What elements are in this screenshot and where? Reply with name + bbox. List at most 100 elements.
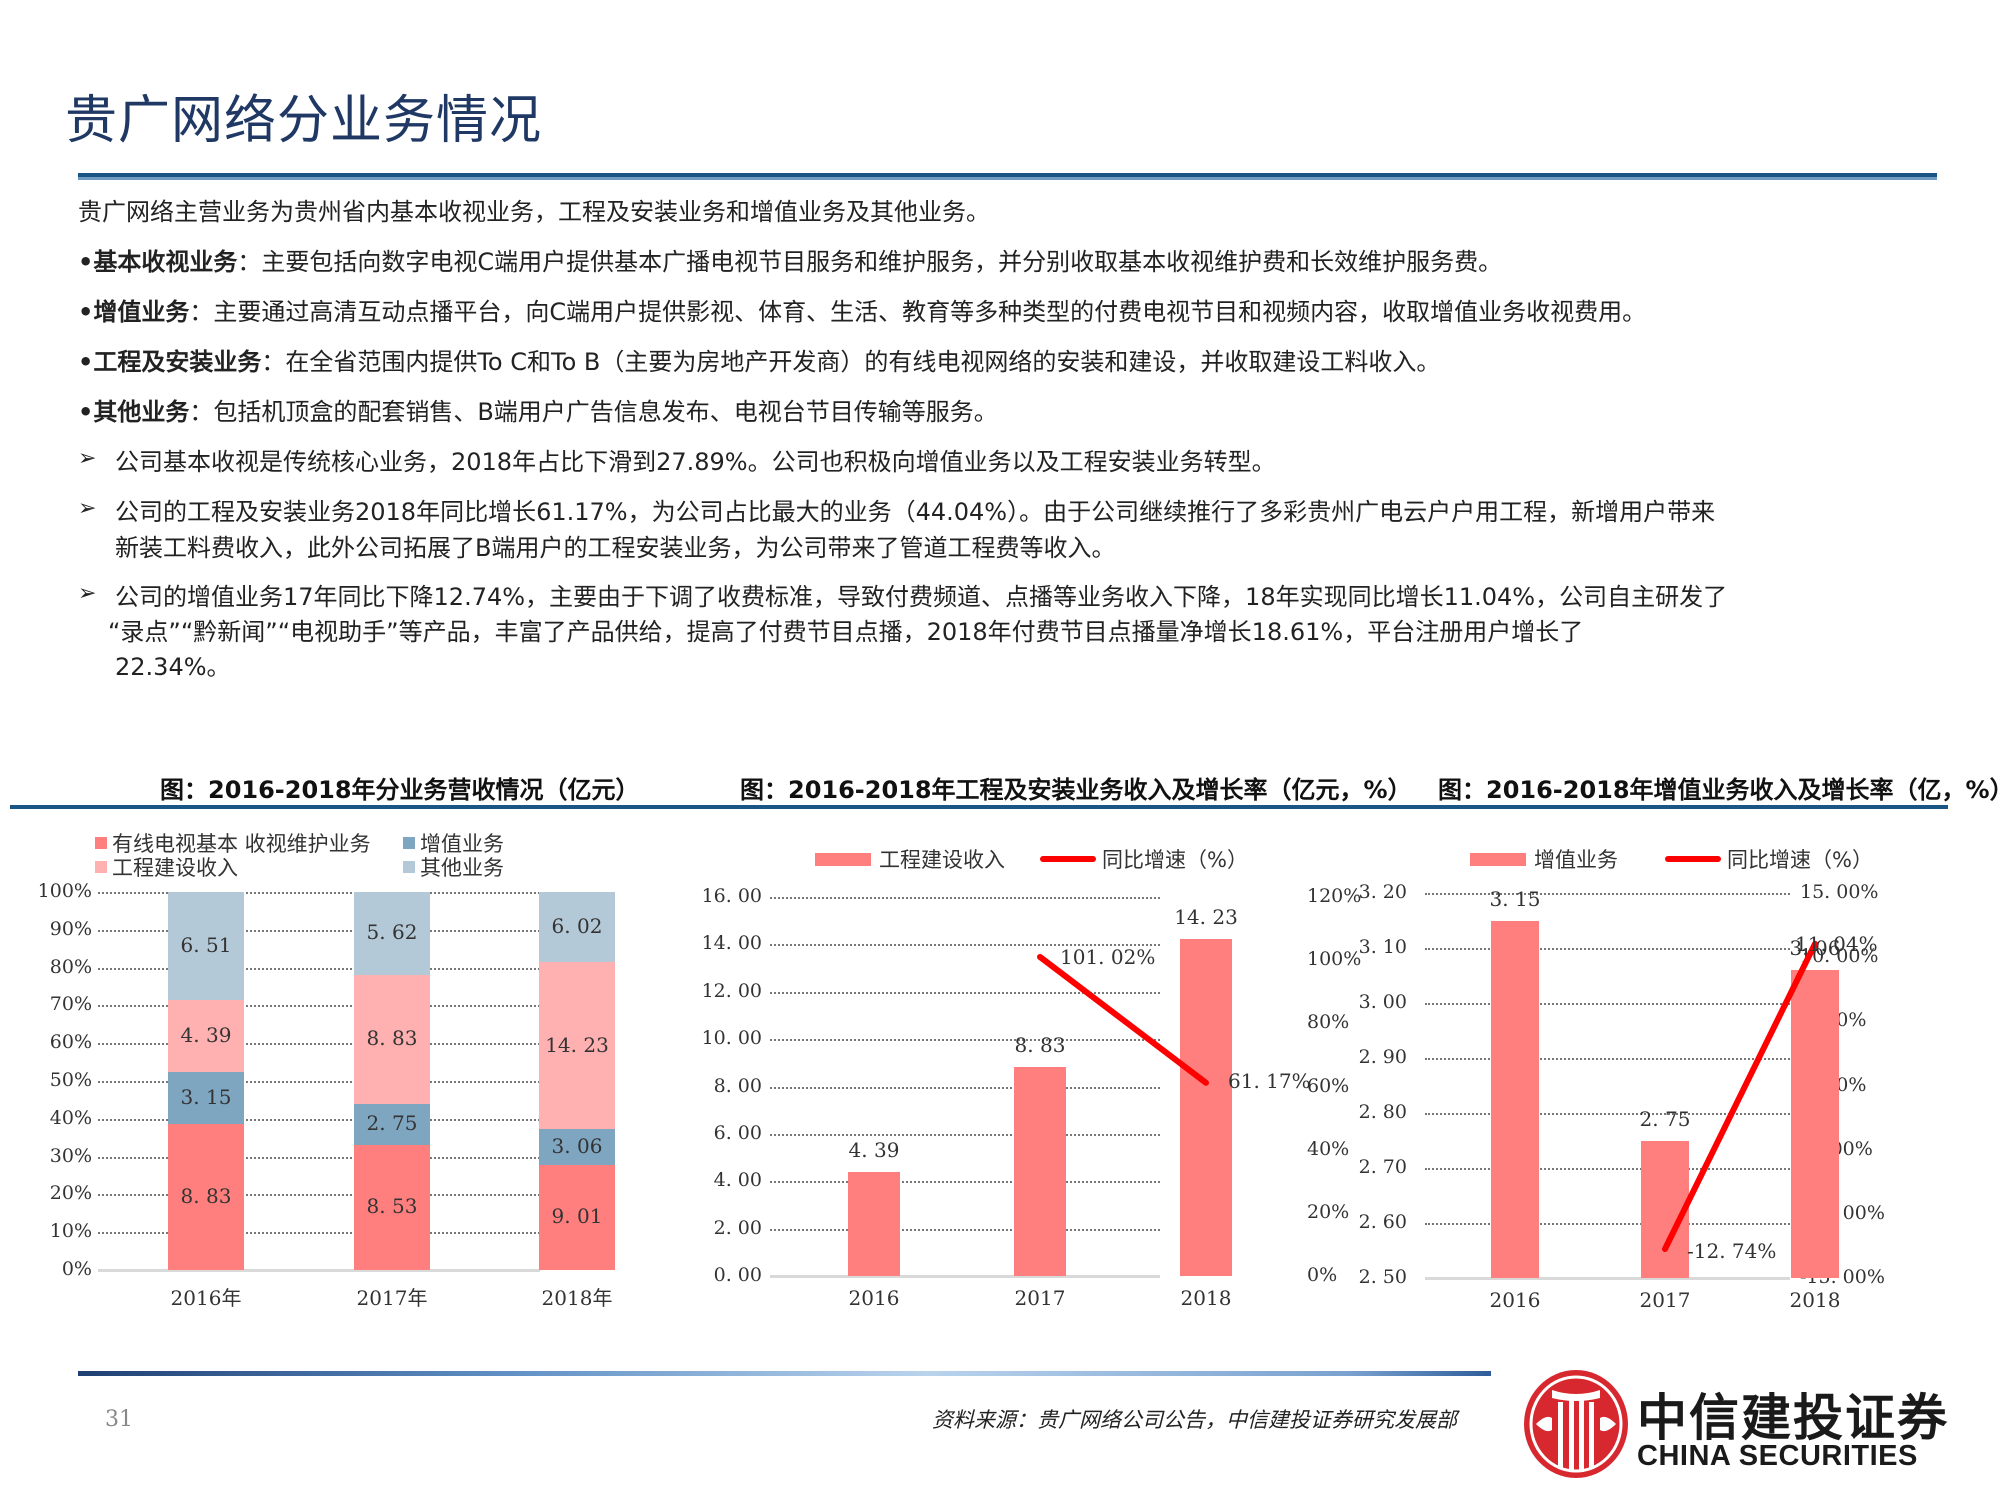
y-tick-label: 80% [49, 955, 92, 978]
gridline [98, 1043, 540, 1046]
legend-item-value-added-revenue: 增值业务 [1470, 844, 1618, 874]
left-y-tick-label: 2. 80 [1358, 1101, 1407, 1123]
brand-name-cn: 中信建投证券 [1637, 1389, 1949, 1447]
left-y-tick-label: 3. 00 [1358, 991, 1407, 1013]
gridline [1425, 1003, 1790, 1005]
bar-segment: 6. 51 [168, 892, 244, 1000]
bar-segment: 9. 01 [539, 1164, 615, 1270]
y-tick-label: 0% [61, 1258, 92, 1280]
gridline [770, 1228, 1160, 1231]
bullet-term: •基本收视业务 [78, 248, 238, 276]
left-y-tick-label: 4. 00 [713, 1169, 762, 1192]
gridline [98, 1081, 540, 1083]
bar [1641, 1140, 1689, 1278]
bar-segment: 8. 83 [354, 974, 430, 1105]
bar-segment: 8. 53 [354, 1144, 430, 1270]
segment-value-label: 8. 83 [180, 1184, 232, 1209]
left-y-tick-label: 2. 60 [1358, 1211, 1407, 1233]
bar-segment: 14. 23 [539, 962, 615, 1129]
gridline [1425, 1058, 1790, 1060]
gridline [770, 1039, 1160, 1042]
y-tick-label: 30% [49, 1144, 92, 1167]
arrow-bullet-icon: ➢ [78, 581, 97, 606]
x-tick-label: 2018 [1789, 1288, 1841, 1312]
x-tick-label: 2018 [1180, 1286, 1232, 1310]
left-y-tick-label: 0. 00 [713, 1264, 762, 1286]
legend-item-value-added: 增值业务 [403, 828, 504, 858]
gridline [1425, 1168, 1790, 1170]
bullet-value-added: •增值业务：主要通过高清互动点播平台，向C端用户提供影视、体育、生活、教育等多种… [78, 295, 1646, 330]
bullet-text: ：在全省范围内提供To C和To B（主要为房地产开发商）的有线电视网络的安装和… [261, 348, 1441, 376]
legend-swatch [1665, 856, 1721, 862]
left-y-tick-label: 2. 90 [1358, 1046, 1407, 1068]
gridline [1425, 1113, 1790, 1115]
gridline [770, 1133, 1160, 1136]
legend-swatch [95, 861, 107, 873]
gridline [98, 967, 540, 970]
arrow-bullet-icon: ➢ [78, 496, 97, 521]
y-tick-label: 20% [49, 1182, 92, 1205]
gridline [1425, 948, 1790, 950]
x-tick-label: 2016 [848, 1286, 900, 1310]
x-tick-label: 2016年 [170, 1286, 242, 1310]
segment-value-label: 5. 62 [366, 920, 418, 945]
gridline [770, 897, 1160, 899]
growth-line [1037, 953, 1209, 1086]
chart-2-title: 图：2016-2018年工程及安装业务收入及增长率（亿元，%） [740, 776, 1412, 804]
source-note: 资料来源：贵广网络公司公告，中信建投证券研究发展部 [932, 1408, 1457, 1432]
x-tick-label: 2018年 [541, 1286, 613, 1310]
x-tick-label: 2017年 [356, 1286, 428, 1310]
legend-label: 同比增速（%） [1102, 848, 1248, 872]
left-y-tick-label: 14. 00 [701, 932, 762, 955]
right-y-tick-label: 120% [1307, 885, 1362, 907]
bar-segment: 2. 75 [354, 1104, 430, 1145]
bar-segment: 3. 15 [168, 1072, 244, 1125]
y-tick-label: 10% [49, 1220, 92, 1243]
chart-3-title: 图：2016-2018年增值业务收入及增长率（亿，%） [1438, 776, 2000, 804]
y-tick-label: 90% [49, 917, 92, 940]
chart-divider [10, 805, 1948, 809]
x-axis-line [1425, 1277, 1790, 1280]
y-tick-label: 70% [49, 993, 92, 1016]
left-y-tick-label: 2. 50 [1358, 1266, 1407, 1288]
segment-value-label: 4. 39 [180, 1022, 232, 1047]
growth-line [1662, 940, 1818, 1252]
legend-label: 工程建设收入 [112, 856, 238, 880]
legend-label: 增值业务 [420, 832, 504, 856]
bar [1014, 1066, 1066, 1276]
legend-swatch [403, 837, 415, 849]
segment-value-label: 3. 06 [551, 1133, 603, 1158]
legend-swatch [1040, 856, 1096, 862]
gridline [98, 1118, 540, 1121]
legend-item-other: 其他业务 [403, 852, 504, 882]
gridline [98, 1005, 540, 1008]
right-y-tick-label: 40% [1307, 1137, 1350, 1160]
arrow-bullet-icon: ➢ [78, 446, 97, 471]
left-y-tick-label: 2. 00 [713, 1216, 762, 1239]
chart-1-revenue-by-segment: 有线电视基本 收视维护业务 增值业务 工程建设收入 其他业务 100% 90% 80… [0, 820, 700, 1340]
bar-value-label: 8. 83 [1014, 1032, 1066, 1057]
bullet-basic: •基本收视业务：主要包括向数字电视C端用户提供基本广播电视节目服务和维护服务，并… [78, 245, 1502, 280]
segment-value-label: 6. 51 [180, 932, 232, 957]
title-divider-accent [78, 177, 1937, 180]
bar-segment: 5. 62 [354, 892, 430, 975]
gridline [98, 1156, 540, 1159]
right-y-tick-label: 80% [1307, 1011, 1350, 1034]
legend-swatch [403, 861, 415, 873]
bullet-term: •增值业务 [78, 298, 190, 326]
bar-value-label: 3. 15 [1489, 886, 1541, 911]
bar-segment: 4. 39 [168, 999, 244, 1073]
y-tick-label: 100% [37, 880, 92, 902]
gridline [98, 929, 540, 932]
bar-value-label: 14. 23 [1174, 904, 1238, 929]
bullet-text: ：主要包括向数字电视C端用户提供基本广播电视节目服务和维护服务，并分别收取基本收… [237, 248, 1503, 276]
y-tick-label: 50% [49, 1069, 92, 1091]
bullet-engineering: •工程及安装业务：在全省范围内提供To C和To B（主要为房地产开发商）的有线… [78, 345, 1440, 380]
footer-divider [78, 1371, 1491, 1376]
legend-label: 同比增速（%） [1727, 848, 1873, 872]
bar [1180, 938, 1232, 1276]
segment-value-label: 6. 02 [551, 914, 603, 939]
left-y-tick-label: 2. 70 [1358, 1156, 1407, 1178]
chart-3-value-added-revenue: 增值业务 同比增速（%） 3. 20 3. 10 3. 00 2. 90 2. 80 2.… [1358, 820, 2000, 1340]
right-y-tick-label: 100% [1307, 948, 1362, 971]
